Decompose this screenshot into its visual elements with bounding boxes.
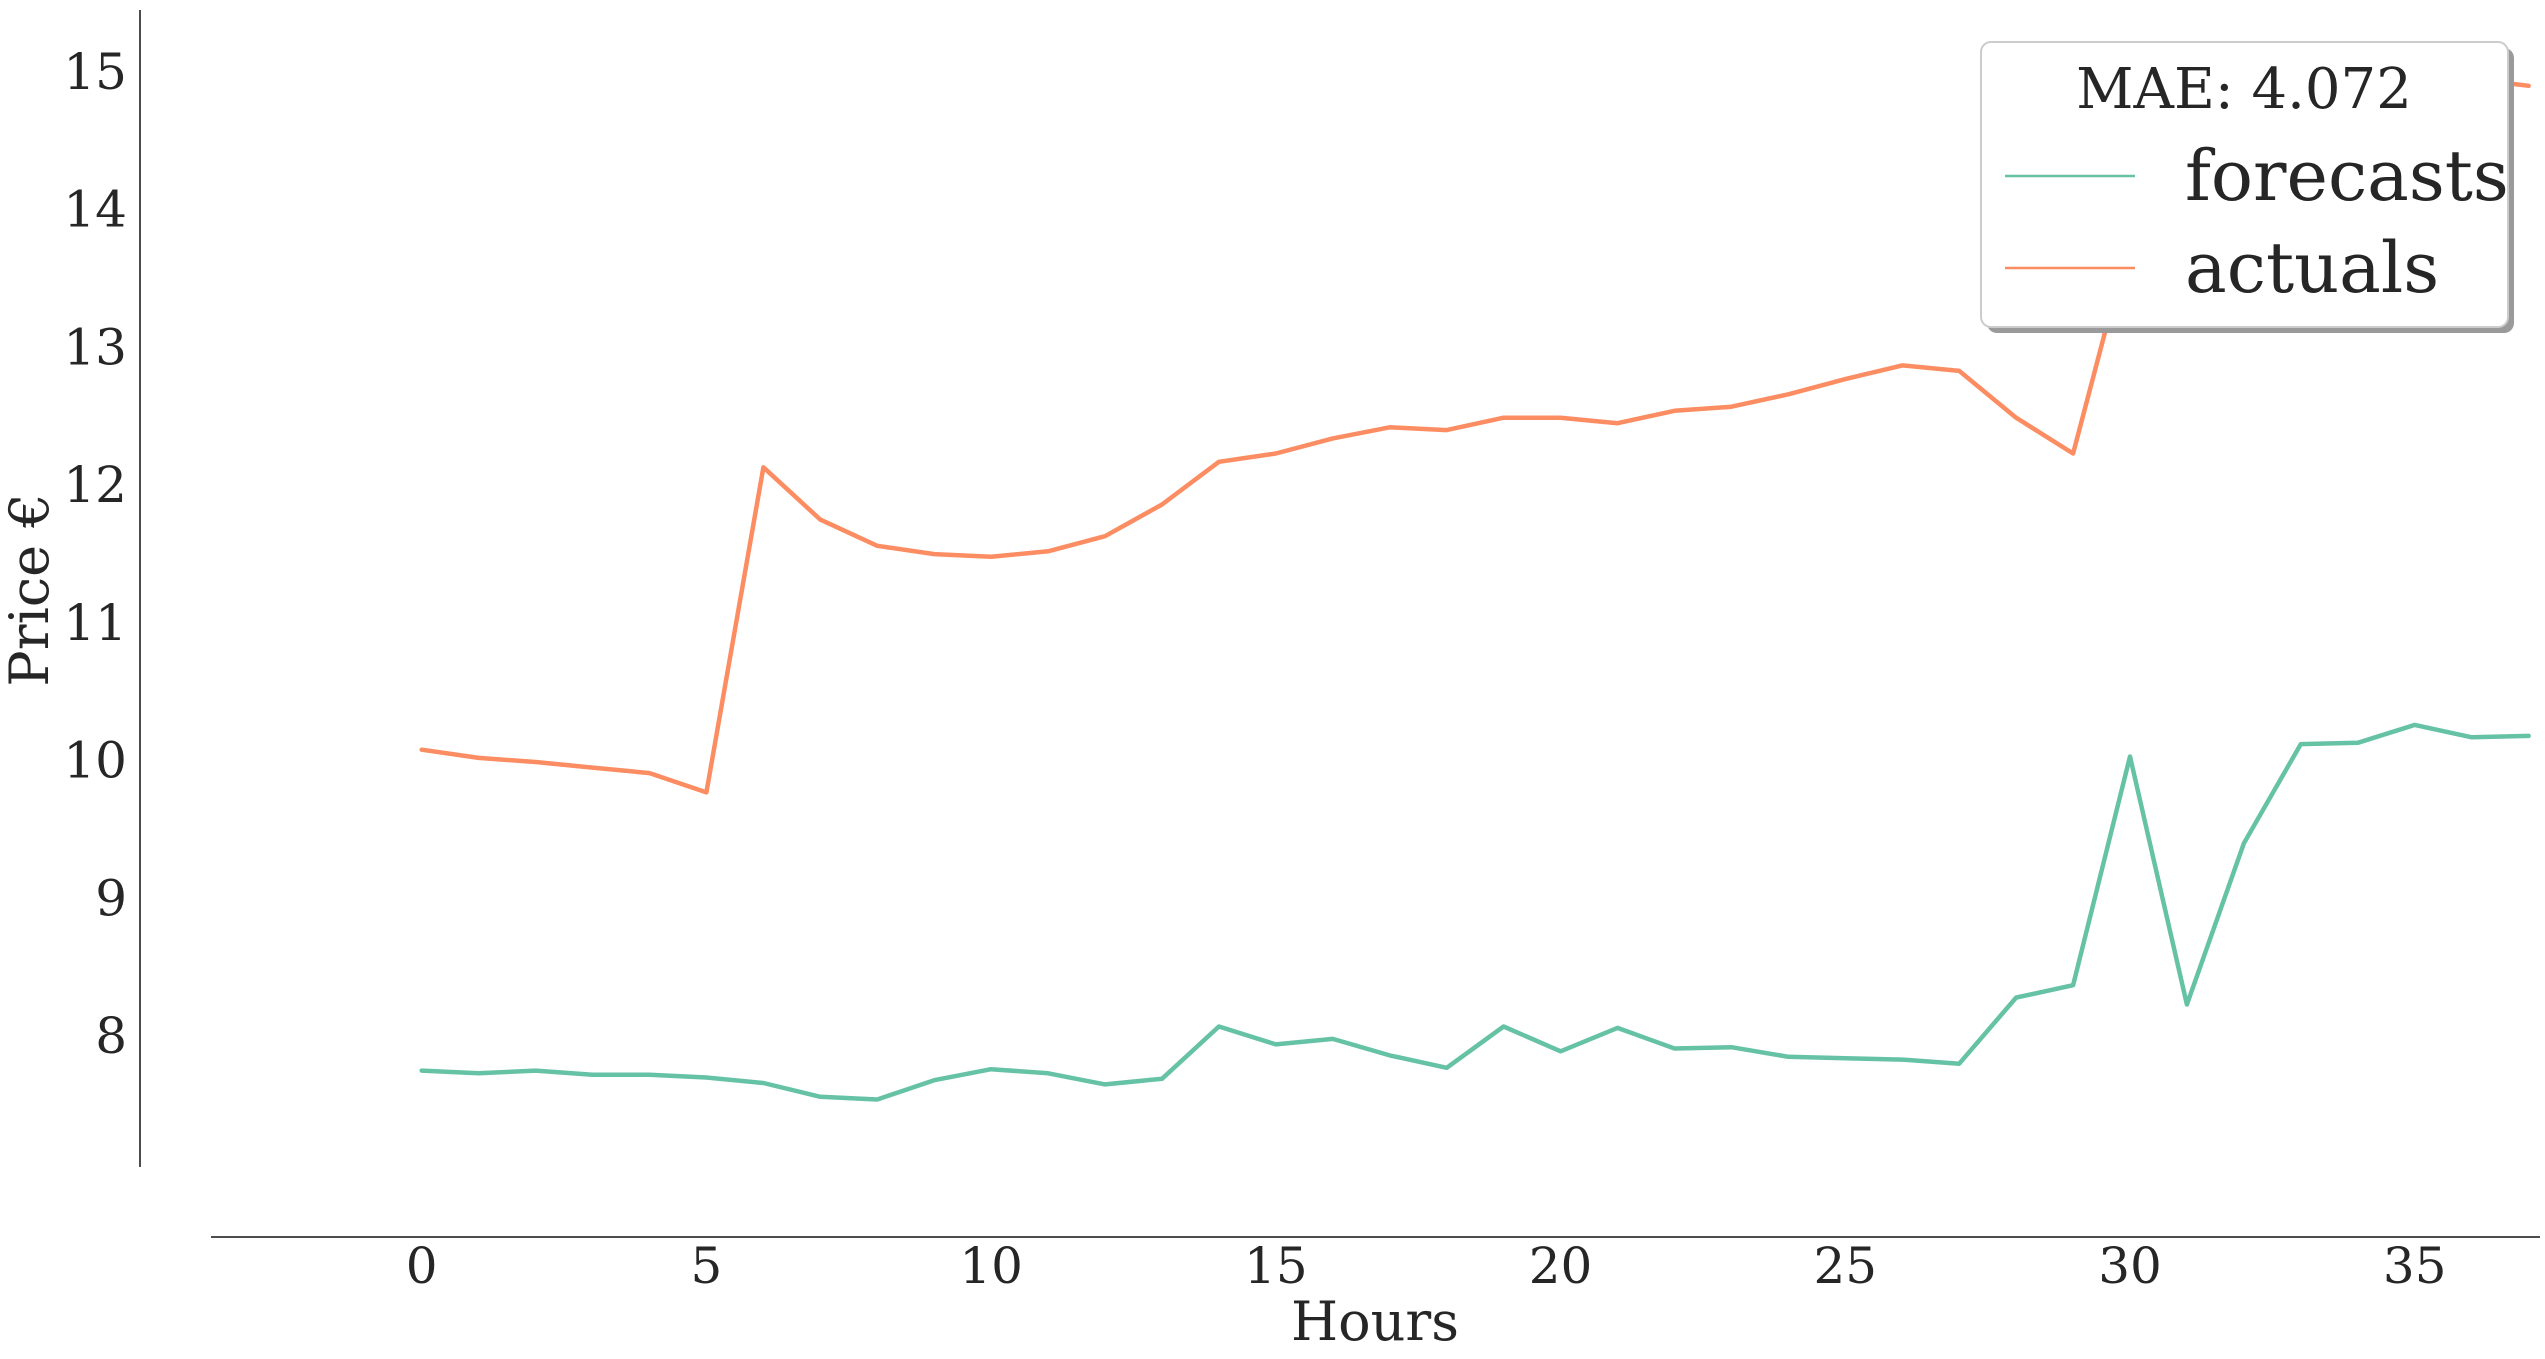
y-tick-labels: 8 9 10 11 12 13 14 15 <box>63 43 127 1065</box>
y-tick-label: 8 <box>95 1007 127 1065</box>
x-axis-title: Hours <box>1291 1290 1459 1353</box>
series-line-forecasts <box>419 722 2531 1102</box>
legend-label-forecasts: forecasts <box>2185 135 2509 217</box>
x-tick-label: 35 <box>2383 1237 2447 1295</box>
y-tick-label: 14 <box>63 181 127 239</box>
y-tick-label: 13 <box>63 318 127 376</box>
legend: MAE: 4.072 forecasts actuals <box>1980 41 2514 333</box>
y-tick-label: 15 <box>63 43 127 101</box>
x-tick-label: 10 <box>959 1237 1023 1295</box>
axes <box>139 10 2540 1238</box>
y-tick-label: 10 <box>63 732 127 790</box>
x-tick-label: 20 <box>1529 1237 1593 1295</box>
x-tick-label: 25 <box>1813 1237 1877 1295</box>
x-tick-label: 5 <box>691 1237 723 1295</box>
legend-title: MAE: 4.072 <box>2076 57 2412 122</box>
legend-label-actuals: actuals <box>2185 227 2439 309</box>
x-tick-label: 0 <box>406 1237 438 1295</box>
x-tick-label: 30 <box>2098 1237 2162 1295</box>
legend-box <box>1980 41 2509 328</box>
y-tick-label: 9 <box>95 869 127 927</box>
y-tick-label: 11 <box>63 594 127 652</box>
x-tick-labels: 0 5 10 15 20 25 30 35 <box>406 1237 2447 1295</box>
y-tick-label: 12 <box>63 456 127 514</box>
y-axis-title: Price € <box>0 493 61 686</box>
x-tick-label: 15 <box>1244 1237 1308 1295</box>
